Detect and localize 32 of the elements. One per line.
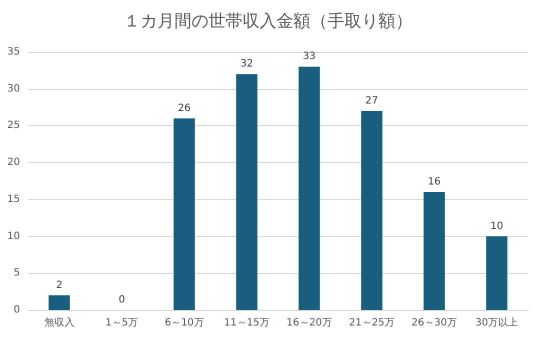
- data-label: 33: [302, 51, 316, 62]
- bar: [236, 74, 258, 310]
- data-label: 0: [118, 294, 125, 306]
- bar: [424, 192, 445, 310]
- x-tick-label: 6～10万: [164, 318, 204, 328]
- y-tick-label: 35: [7, 46, 20, 58]
- bar: [48, 295, 70, 310]
- y-tick-label: 5: [14, 268, 20, 279]
- data-label: 27: [365, 95, 378, 106]
- y-tick-label: 15: [7, 194, 20, 205]
- data-label: 32: [240, 58, 254, 70]
- y-tick-label: 10: [7, 230, 20, 242]
- chart-title: １カ月間の世帯収入金額（手取り額）: [124, 12, 412, 32]
- x-tick-label: 21～25万: [349, 318, 394, 328]
- y-tick-label: 30: [7, 83, 20, 94]
- bar: [298, 66, 320, 310]
- x-tick-label: 30万以上: [475, 316, 518, 328]
- data-label: 10: [490, 220, 504, 232]
- bar: [486, 236, 508, 310]
- x-tick-label: 26～30万: [412, 318, 457, 328]
- x-tick-label: 11～15万: [224, 318, 270, 328]
- y-tick-label: 25: [7, 120, 20, 132]
- bar: [361, 110, 382, 310]
- data-label: 16: [428, 176, 441, 188]
- y-tick-label: 20: [7, 157, 20, 168]
- x-tick-label: 無収入: [44, 316, 74, 328]
- y-tick-label: 0: [14, 304, 20, 316]
- x-tick-label: 16～20万: [286, 318, 332, 328]
- x-tick-label: 1～5万: [105, 318, 138, 328]
- data-label: 2: [56, 280, 62, 291]
- bar: [174, 118, 195, 310]
- data-label: 26: [178, 102, 191, 114]
